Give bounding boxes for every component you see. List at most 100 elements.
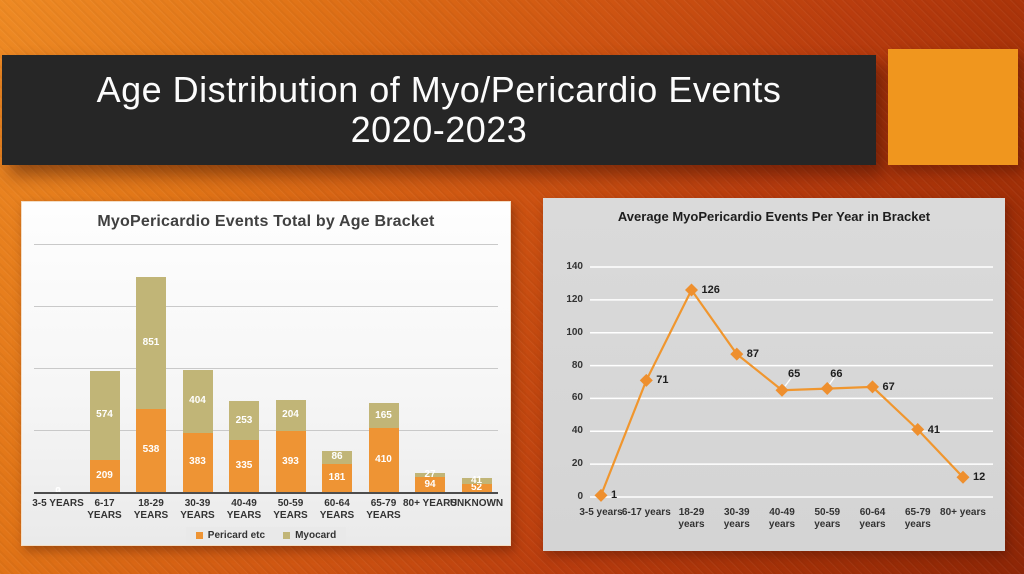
diamond-marker (684, 283, 699, 297)
slide-title-line1: Age Distribution of Myo/Pericardio Event… (96, 69, 782, 110)
x-axis-label: 3-5 YEARS (32, 498, 84, 509)
legend-item-pericard: Pericard etc (195, 530, 266, 541)
bar-chart-panel: MyoPericardio Events Total by Age Bracke… (21, 201, 511, 546)
x-axis-label: UNKNOWN (449, 498, 504, 509)
x-axis-label: 65-79 years (904, 507, 931, 530)
bar-data-label: 851 (142, 336, 160, 348)
diamond-marker (594, 488, 608, 502)
bar-segment-pericard (461, 483, 492, 492)
y-axis-label: 100 (566, 326, 583, 338)
bar-segment-myocard (136, 276, 166, 409)
x-axis-label: 6-17 years (621, 507, 671, 518)
legend-item-myocard: Myocard (283, 530, 336, 541)
y-axis-label: 80 (571, 359, 583, 371)
y-axis-label: 60 (571, 392, 583, 404)
x-axis-label: 18-29 YEARS (133, 498, 169, 521)
slide-title-line2: 2020-2023 (350, 109, 528, 150)
bar-segment-pericard (89, 459, 120, 492)
y-axis-label: 20 (571, 458, 583, 470)
bar-segment-pericard (136, 408, 166, 492)
bar-data-label: 574 (96, 409, 113, 421)
bar-segment-myocard (275, 399, 306, 432)
bar-segment-pericard (229, 440, 259, 492)
y-axis-label: 120 (566, 293, 583, 305)
legend-label: Pericard etc (207, 530, 266, 541)
legend-swatch-icon (195, 532, 203, 539)
point-data-label: 87 (746, 348, 760, 361)
bar-segment-pericard (415, 477, 445, 492)
x-axis-label: 50-59 years (814, 507, 841, 530)
x-axis-label: 60-64 YEARS (319, 498, 355, 521)
line-chart-svg (590, 266, 993, 502)
x-axis-label: 80+ years (940, 507, 986, 518)
diamond-marker (911, 423, 925, 437)
bar-segment-myocard (415, 473, 445, 478)
bar-data-label: 27 (424, 469, 436, 481)
x-axis-label: 18-29 years (678, 507, 705, 530)
x-axis-label: 80+ YEARS (402, 498, 457, 509)
bar-data-label: 538 (142, 444, 160, 456)
point-data-label: 71 (656, 374, 669, 387)
title-banner: Age Distribution of Myo/Pericardio Event… (2, 55, 876, 165)
bar-data-label: 0 (38, 486, 78, 498)
point-data-label: 126 (701, 284, 720, 296)
bar-segment-pericard (368, 428, 399, 492)
bar-segment-pericard (182, 432, 213, 492)
x-axis-label: 60-64 years (859, 507, 886, 530)
bar-data-label: 404 (189, 395, 206, 407)
diamond-marker (865, 380, 880, 394)
bar-data-label: 2 (38, 486, 78, 498)
x-axis-label: 65-79 YEARS (366, 498, 401, 521)
diamond-marker (639, 373, 653, 387)
x-axis-line (34, 492, 498, 494)
point-data-label: 66 (830, 367, 843, 380)
gridline (34, 244, 498, 245)
bar-data-label: 335 (235, 460, 253, 471)
point-data-label: 67 (882, 380, 895, 393)
bar-data-label: 393 (282, 455, 299, 467)
x-axis-label: 40-49 years (768, 507, 796, 530)
bar-segment-myocard (229, 400, 259, 441)
gridline (34, 368, 498, 369)
bar-segment-myocard (182, 370, 213, 433)
x-axis-label: 30-39 YEARS (180, 498, 215, 521)
bar-segment-myocard (43, 491, 73, 493)
point-data-label: 1 (611, 489, 618, 502)
line-chart-panel: Average MyoPericardio Events Per Year in… (543, 198, 1005, 551)
bar-chart-title: MyoPericardio Events Total by Age Bracke… (97, 213, 435, 230)
point-data-label: 65 (788, 368, 801, 381)
x-axis-label: 6-17 YEARS (87, 498, 122, 521)
gridline (34, 306, 498, 307)
bar-data-label: 181 (328, 472, 346, 483)
label-leader-line (828, 377, 835, 385)
bar-data-label: 410 (375, 454, 392, 466)
x-axis-label: 50-59 YEARS (273, 498, 308, 521)
bar-data-label: 86 (331, 451, 343, 463)
diamond-marker (820, 382, 834, 396)
y-axis-label: 40 (571, 425, 583, 437)
accent-square (888, 49, 1018, 165)
label-leader-line (784, 377, 792, 387)
legend-swatch-icon (283, 532, 291, 539)
bar-data-label: 52 (470, 482, 483, 493)
point-data-label: 41 (927, 423, 941, 436)
x-axis-label: 40-49 YEARS (226, 498, 262, 521)
y-axis-label: 140 (566, 261, 583, 272)
bar-chart-legend: Pericard etc Myocard (22, 527, 510, 544)
bar-data-label: 94 (424, 478, 436, 490)
bar-segment-pericard (322, 463, 352, 492)
bar-segment-myocard (461, 477, 492, 484)
bar-data-label: 253 (235, 414, 253, 426)
bar-data-label: 383 (189, 456, 206, 468)
bar-data-label: 209 (96, 469, 113, 481)
bar-segment-pericard (275, 431, 306, 492)
x-axis-label: 3-5 years (579, 507, 623, 518)
x-axis-label: 30-39 years (723, 507, 750, 530)
bar-data-label: 41 (470, 474, 483, 486)
bar-segment-myocard (89, 370, 120, 460)
legend-label: Myocard (295, 530, 337, 541)
bar-segment-myocard (322, 450, 352, 464)
bar-data-label: 204 (282, 409, 299, 421)
y-axis-label: 0 (577, 491, 583, 502)
